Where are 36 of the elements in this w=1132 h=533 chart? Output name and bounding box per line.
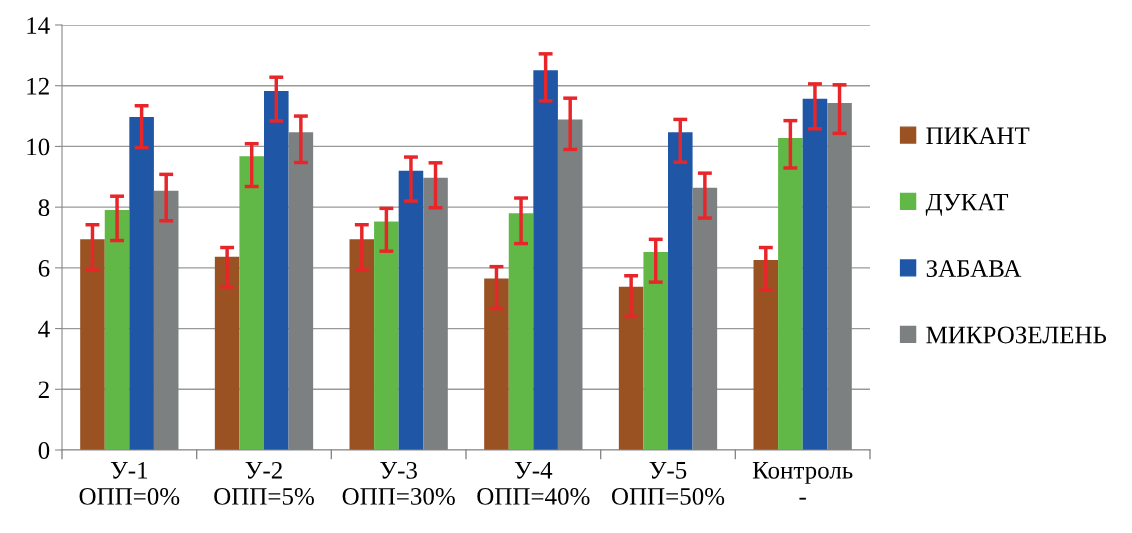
x-tick-label: У-4 ОПП=40% — [477, 462, 590, 505]
bar — [533, 70, 558, 450]
bar — [778, 137, 803, 450]
bar — [753, 259, 779, 450]
x-tick-label: У-5 ОПП=50% — [611, 462, 725, 505]
bar — [80, 239, 105, 450]
y-tick-label: 10 — [27, 138, 50, 156]
bar — [508, 213, 534, 450]
y-tick-label: 14 — [27, 17, 50, 34]
bar — [349, 239, 375, 450]
x-tick-label: У-3 ОПП=30% — [342, 461, 455, 505]
legend-label: МИКРОЗЕЛЕНЬ — [926, 326, 1107, 344]
bar — [643, 252, 668, 450]
x-tick-label: У-1 ОПП=0% — [79, 461, 180, 505]
bar — [374, 221, 399, 450]
y-tick-label: 6 — [38, 259, 50, 277]
y-tick-label: 8 — [38, 199, 50, 217]
y-tick-label: 4 — [38, 320, 50, 338]
y-tick-label: 0 — [38, 442, 50, 459]
y-tick-label: 12 — [27, 77, 49, 95]
bar — [618, 286, 644, 450]
y-tick-label: 2 — [38, 381, 49, 398]
bar — [239, 156, 264, 450]
bar — [398, 170, 424, 450]
x-tick-label: Контроль - — [752, 462, 853, 500]
legend-label: ПИКАНТ — [926, 127, 1030, 144]
x-tick-label: У-2 ОПП=5% — [214, 461, 314, 505]
bar — [264, 90, 289, 450]
legend-label: ДУКАТ — [925, 193, 1009, 216]
bar — [668, 132, 693, 450]
legend-label: ЗАБАВА — [926, 260, 1022, 277]
bar — [484, 278, 509, 450]
bar — [802, 98, 828, 450]
bar — [104, 209, 130, 450]
bar — [129, 116, 154, 450]
bar — [214, 256, 240, 450]
